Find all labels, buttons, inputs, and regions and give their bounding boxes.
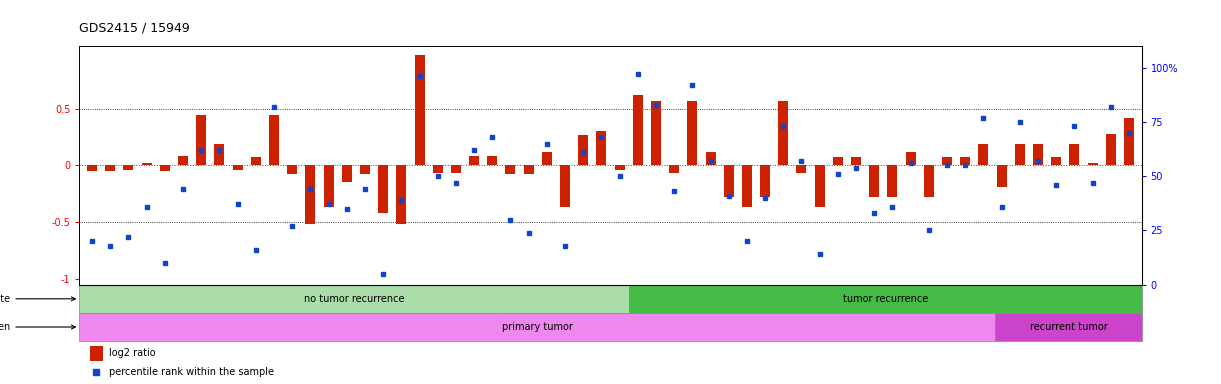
Bar [379,166,388,213]
Bar [123,166,133,170]
Bar [397,166,407,225]
Bar [560,166,570,207]
Bar [960,157,971,166]
Bar [579,135,589,166]
Bar [414,55,425,166]
Bar [305,166,315,225]
Bar [233,166,243,170]
Text: primary tumor: primary tumor [502,322,573,332]
Bar [814,166,824,207]
Bar [324,166,333,207]
Bar [778,101,789,166]
Bar [90,346,103,361]
Bar [287,166,297,174]
Bar [1123,118,1134,166]
Bar [888,166,897,197]
Bar [632,95,642,166]
Bar [487,156,497,166]
Bar [796,166,807,173]
Text: log2 ratio: log2 ratio [109,348,156,358]
Bar [160,166,170,171]
Bar [524,166,534,174]
Bar [669,166,679,173]
Bar [342,166,352,182]
Bar [596,131,607,166]
Bar [542,152,552,166]
Bar [87,166,98,171]
Bar [432,166,443,173]
Text: disease state: disease state [0,294,76,304]
Bar [79,313,995,341]
Bar [706,152,716,166]
Bar [629,285,1142,313]
Bar [742,166,752,207]
Bar [651,101,661,166]
Bar [250,157,261,166]
Bar [1033,144,1043,166]
Bar [269,116,278,166]
Bar [1088,163,1098,166]
Bar [1106,134,1116,166]
Bar [761,166,770,197]
Bar [505,166,515,174]
Bar [614,166,625,170]
Text: percentile rank within the sample: percentile rank within the sample [109,367,274,377]
Bar [1051,157,1061,166]
Bar [215,144,225,166]
Bar [469,156,479,166]
Bar [995,313,1142,341]
Bar [178,156,188,166]
Bar [724,166,734,197]
Bar [1015,144,1024,166]
Bar [79,285,629,313]
Bar [906,152,916,166]
Text: GDS2415 / 15949: GDS2415 / 15949 [79,22,190,35]
Bar [451,166,460,173]
Bar [978,144,988,166]
Text: no tumor recurrence: no tumor recurrence [304,294,404,304]
Bar [924,166,934,197]
Bar [851,157,861,166]
Text: specimen: specimen [0,322,76,332]
Bar [687,101,697,166]
Text: tumor recurrence: tumor recurrence [842,294,928,304]
Bar [105,166,115,171]
Bar [833,157,842,166]
Bar [142,163,151,166]
Text: recurrent tumor: recurrent tumor [1029,322,1107,332]
Bar [360,166,370,174]
Bar [869,166,879,197]
Bar [197,116,206,166]
Bar [943,157,952,166]
Bar [996,166,1006,187]
Bar [1070,144,1079,166]
